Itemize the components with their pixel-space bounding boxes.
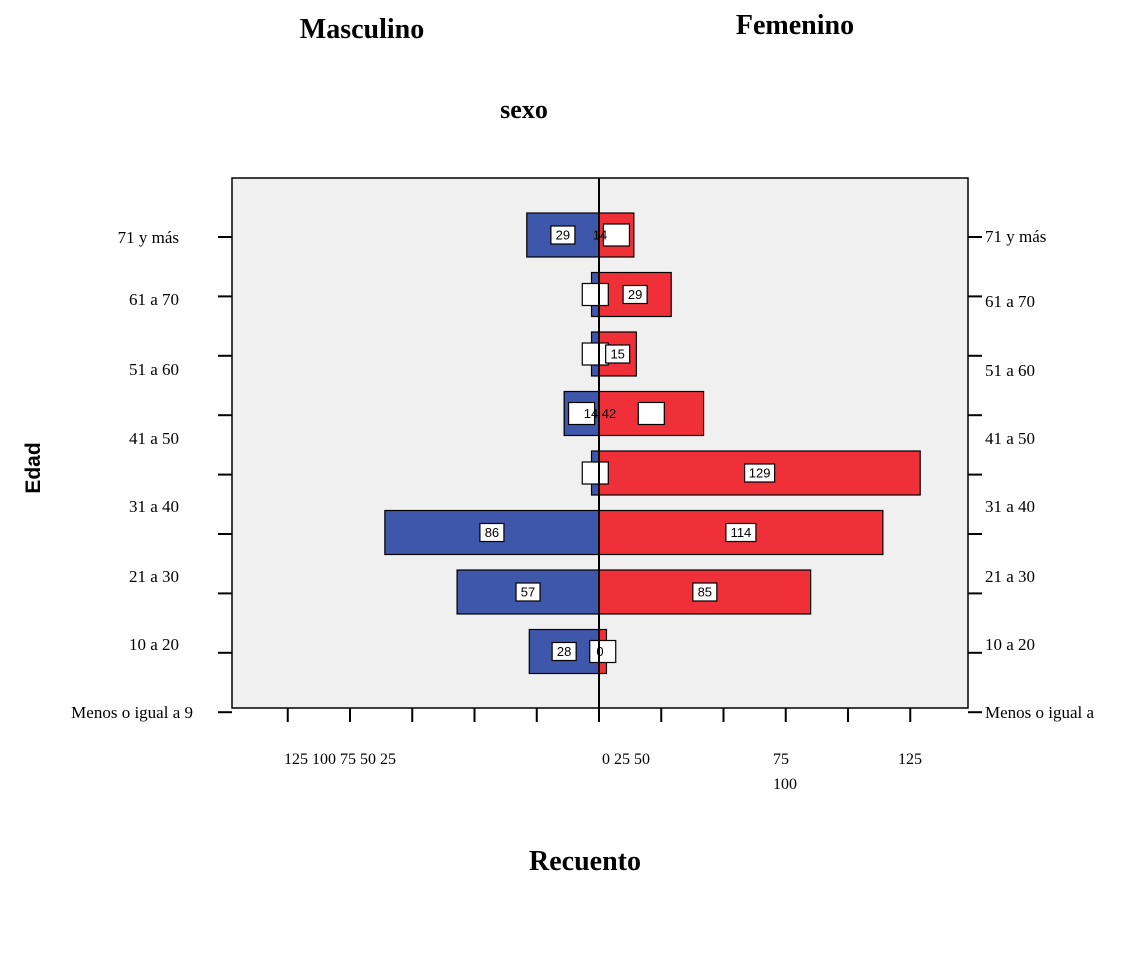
x-axis-label: Recuento (529, 846, 641, 877)
tick-labels-left: 125 100 75 50 25 (284, 751, 396, 768)
value-label: 129 (749, 466, 771, 481)
tick-label-75: 75 (773, 751, 789, 768)
category-label-left: 51 a 60 (129, 360, 179, 379)
category-label-right: 31 a 40 (985, 497, 1035, 516)
value-label-box (602, 223, 631, 247)
tick-labels-right: 0 25 50 (602, 751, 650, 768)
value-label: 57 (521, 585, 535, 600)
value-label-box (744, 463, 776, 483)
left-axis-ticks (218, 236, 232, 714)
value-label-box (622, 284, 648, 305)
value-label-box (605, 344, 631, 364)
value-label: 28 (557, 644, 571, 659)
value-label-box (725, 522, 757, 543)
category-label-left: 41 a 50 (129, 429, 179, 448)
value-label-box (550, 225, 576, 245)
value-label-box (479, 522, 505, 543)
category-label-left: 71 y más (118, 228, 179, 247)
panel-left-title: Masculino (300, 14, 424, 45)
category-label-right: 41 a 50 (985, 429, 1035, 448)
value-label-box (551, 641, 577, 662)
value-labels-group: 292915129861145785281414 420 (479, 223, 776, 664)
category-labels: 71 y más 61 a 70 51 a 60 41 a 50 31 a 40 21 a… (71, 227, 1094, 722)
category-label-left: 31 a 40 (129, 497, 179, 516)
tick-label-125: 125 (898, 751, 922, 768)
value-label-box (637, 401, 665, 426)
y-axis-label: Edad (22, 442, 45, 493)
category-label-left: 61 a 70 (129, 290, 179, 309)
value-label: 114 (731, 525, 752, 540)
value-label-box (581, 342, 609, 366)
panel-right-title: Femenino (736, 10, 854, 41)
value-label: 85 (698, 585, 712, 600)
category-label-left: Menos o igual a 9 (71, 703, 193, 722)
category-label-left: 21 a 30 (129, 567, 179, 586)
value-label-box (581, 282, 609, 307)
panel-title: sexo (500, 95, 548, 124)
category-label-right: 21 a 30 (985, 567, 1035, 586)
category-label-right: Menos o igual a (985, 703, 1095, 722)
value-label-box (692, 582, 718, 602)
value-label: 29 (556, 228, 570, 243)
value-label-box (567, 401, 596, 426)
bottom-axis-ticks (286, 708, 912, 722)
value-label-box (589, 639, 617, 664)
value-label-box (581, 461, 609, 485)
category-label-right: 10 a 20 (985, 635, 1035, 654)
tick-label-100: 100 (773, 776, 797, 793)
value-label: 15 (610, 347, 624, 362)
value-label: 86 (485, 525, 499, 540)
category-label-right: 71 y más (985, 227, 1046, 246)
value-label-box (515, 582, 541, 602)
right-axis-ticks (968, 236, 982, 714)
category-label-right: 61 a 70 (985, 292, 1035, 311)
category-label-right: 51 a 60 (985, 361, 1035, 380)
value-label: 29 (628, 287, 642, 302)
category-label-left: 10 a 20 (129, 635, 179, 654)
